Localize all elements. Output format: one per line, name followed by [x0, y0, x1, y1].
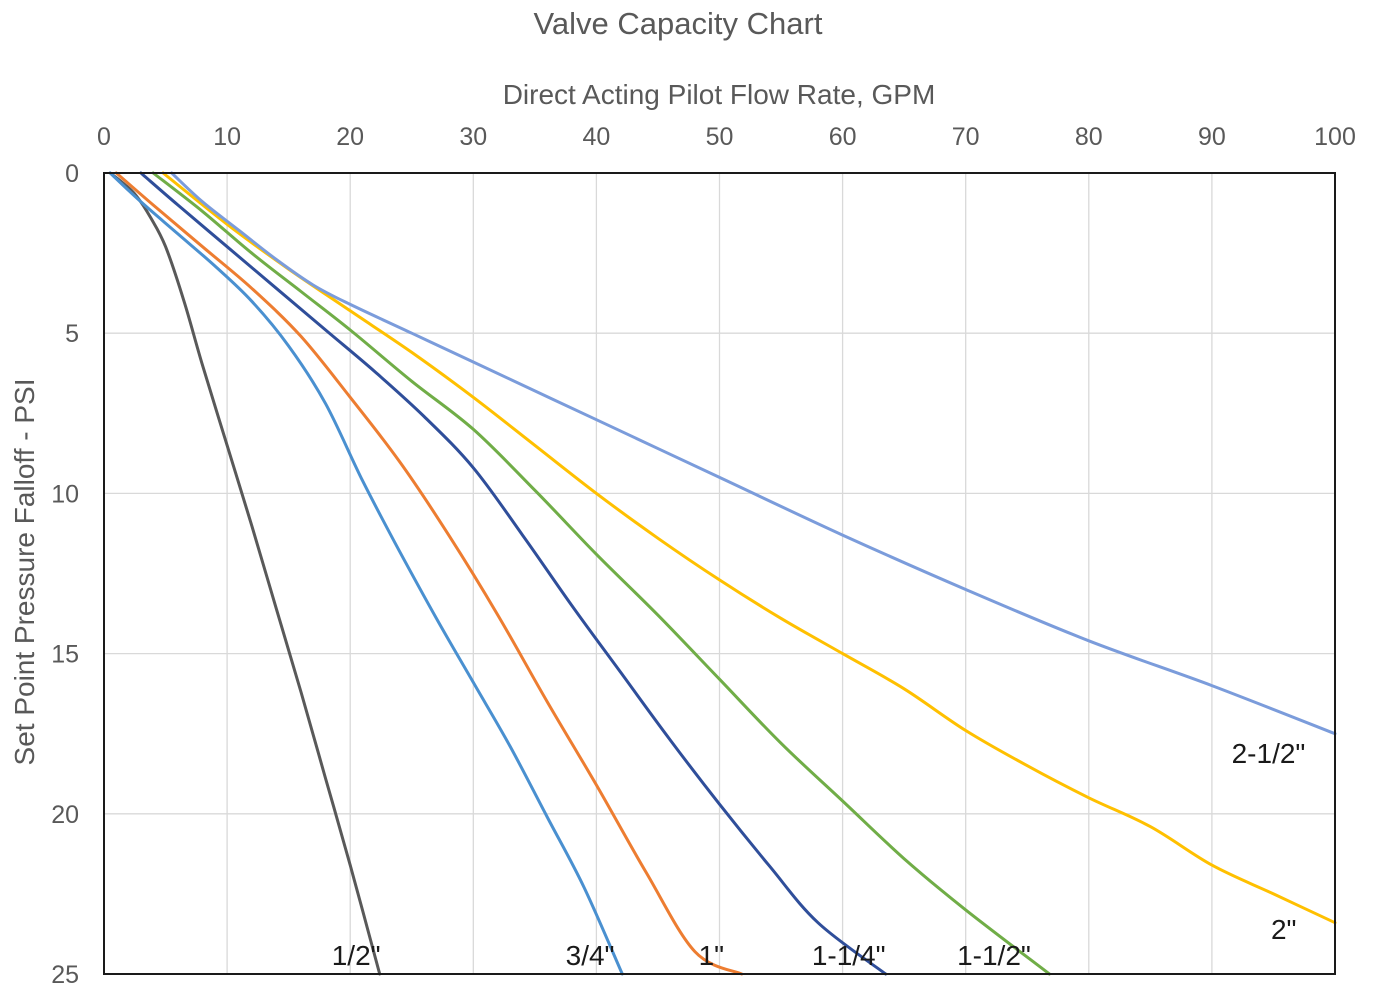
- plot-area-frame: [103, 172, 1336, 975]
- chart-title: Valve Capacity Chart: [534, 6, 823, 41]
- series-labels: 1/2" 3/4" 1" 1-1/4" 1-1/2" 2" 2-1/2": [332, 738, 1306, 971]
- series-label: 1/2": [332, 940, 381, 971]
- series-line-3-4-inch: [108, 171, 624, 976]
- series-label: 1": [699, 940, 725, 971]
- x-tick-label: 40: [582, 123, 610, 151]
- series-line-2-1-2-inch: [170, 171, 1337, 736]
- y-tick-label: 25: [51, 961, 79, 989]
- series-line-1-inch: [114, 171, 744, 976]
- x-tick-label: 50: [706, 123, 734, 151]
- y-axis-title: Set Point Pressure Falloff - PSI: [9, 379, 40, 766]
- series-lines: [108, 171, 1337, 976]
- series-label: 2-1/2": [1232, 738, 1306, 769]
- gridlines: [104, 173, 1335, 974]
- x-tick-label: 10: [213, 123, 241, 151]
- x-tick-label: 30: [459, 123, 487, 151]
- series-label: 1-1/4": [812, 940, 886, 971]
- series-label: 1-1/2": [957, 940, 1031, 971]
- x-tick-label: 20: [336, 123, 364, 151]
- y-tick-label: 0: [65, 160, 79, 188]
- x-tick-label: 60: [829, 123, 857, 151]
- x-tick-label: 90: [1198, 123, 1226, 151]
- x-tick-label: 80: [1075, 123, 1103, 151]
- series-line-1-1-4-inch: [139, 171, 888, 976]
- y-tick-label: 20: [51, 801, 79, 829]
- x-axis-title: Direct Acting Pilot Flow Rate, GPM: [503, 79, 936, 110]
- series-label: 3/4": [566, 940, 615, 971]
- axis-tick-labels: 0 10 20 30 40 50 60 70 80 90 100 0 5 10 15 20 25: [51, 123, 1356, 989]
- y-tick-label: 5: [65, 320, 79, 348]
- series-line-2-inch: [161, 171, 1337, 925]
- y-tick-label: 15: [51, 641, 79, 669]
- series-line-1-1-2-inch: [151, 171, 1051, 976]
- x-tick-label: 100: [1314, 123, 1356, 151]
- x-tick-label: 0: [97, 123, 111, 151]
- series-label: 2": [1271, 914, 1297, 945]
- x-tick-label: 70: [952, 123, 980, 151]
- y-tick-label: 10: [51, 480, 79, 508]
